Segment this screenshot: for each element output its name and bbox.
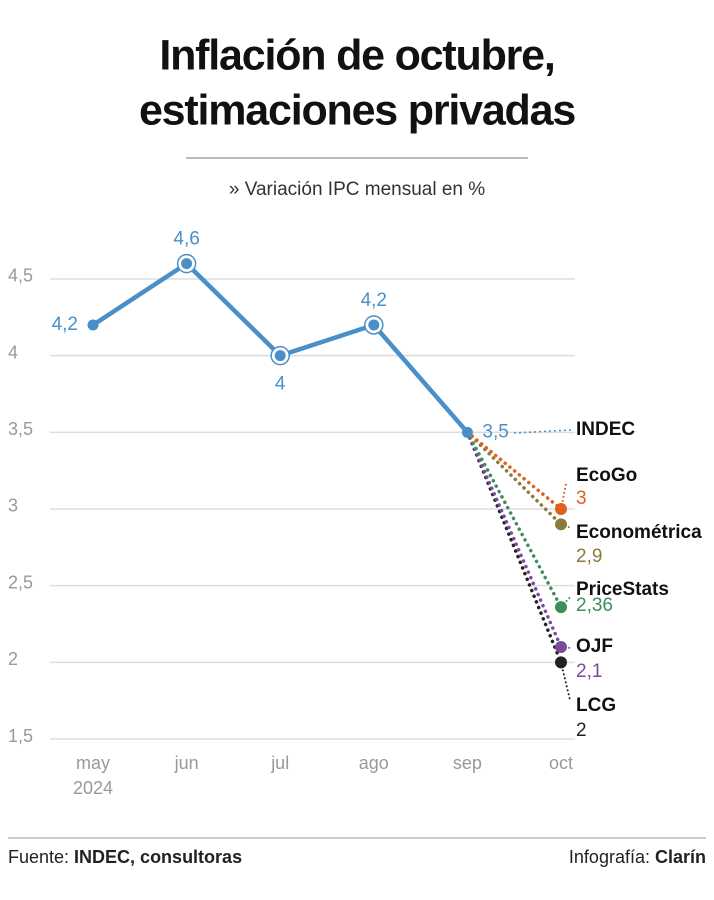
x-tick-label: oct (549, 753, 573, 773)
y-tick-label: 1,5 (8, 726, 33, 746)
value-label: 4,2 (361, 290, 387, 311)
x-tick-label: may (76, 753, 110, 773)
leader-line (560, 523, 572, 529)
x-tick-label: jun (174, 753, 199, 773)
point (181, 258, 193, 270)
series-name: EcoGo (576, 465, 637, 486)
x-year-label: 2024 (73, 778, 113, 798)
estimate-line (465, 430, 563, 511)
footer-credit: Infografía: Clarín (569, 847, 706, 867)
x-tick-label: jul (270, 753, 289, 773)
subtitle: » Variación IPC mensual en % (229, 179, 485, 200)
source-label: Fuente: (8, 847, 69, 867)
chart-title: Inflación de octubre, (159, 31, 554, 79)
point (555, 656, 567, 669)
series-name: Econométrica (576, 522, 702, 543)
series-name: PriceStats (576, 579, 669, 600)
x-tick-label: ago (359, 753, 389, 773)
point (555, 518, 567, 531)
source: INDEC, consultoras (74, 847, 242, 867)
value-label: 4,2 (52, 314, 78, 335)
value-label: 4 (275, 374, 286, 395)
estimate-line (465, 430, 563, 649)
y-tick-label: 3,5 (8, 419, 33, 439)
y-tick-label: 4,5 (8, 266, 33, 286)
chart-title: estimaciones privadas (139, 86, 575, 134)
y-tick-label: 4 (8, 342, 18, 362)
footer-source: Fuente: INDEC, consultoras (8, 847, 242, 867)
point (555, 601, 567, 614)
y-tick-label: 2,5 (8, 572, 33, 592)
x-tick-label: sep (453, 753, 482, 773)
point (555, 502, 567, 515)
point (461, 426, 473, 438)
point (368, 319, 380, 331)
value-label: 2,36 (576, 595, 613, 616)
credit: Clarín (655, 847, 706, 867)
estimate-line (465, 430, 563, 609)
y-tick-label: 2 (8, 649, 18, 669)
credit-label: Infografía: (569, 847, 650, 867)
y-tick-label: 3 (8, 496, 18, 516)
series-name: INDEC (576, 419, 635, 440)
value-label: 2,9 (576, 546, 602, 567)
leader-line (560, 594, 573, 609)
value-label: 2,1 (576, 661, 602, 682)
point (274, 350, 286, 362)
value-label: 3,5 (482, 421, 508, 442)
value-label: 3 (576, 488, 587, 509)
series-name: LCG (576, 695, 616, 716)
estimate-line (465, 430, 563, 527)
leader-line (560, 661, 571, 701)
point (87, 319, 99, 331)
series-name: OJF (576, 636, 613, 657)
point (555, 640, 567, 653)
value-label: 2 (576, 720, 587, 741)
value-label: 4,6 (173, 229, 199, 250)
